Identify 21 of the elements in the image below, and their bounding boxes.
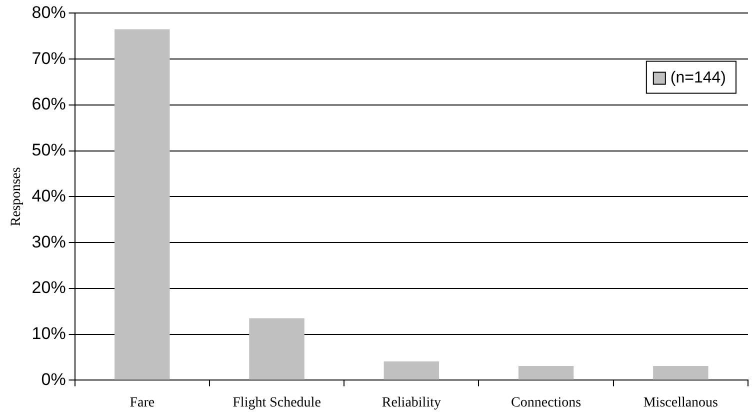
y-tick-label: 10%: [32, 324, 66, 344]
bar: [518, 366, 574, 380]
y-tick-label: 0%: [41, 370, 66, 389]
y-tick-label: 70%: [32, 48, 66, 68]
bar: [384, 361, 440, 380]
y-axis-title: Responses: [9, 167, 24, 226]
x-tick-label: Miscellanous: [643, 395, 718, 410]
x-tick-label: Reliability: [382, 395, 441, 410]
y-tick-label: 80%: [32, 2, 66, 22]
bar: [249, 318, 304, 380]
x-tick-label: Flight Schedule: [232, 395, 321, 410]
x-tick-label: Fare: [130, 395, 155, 410]
legend-label: (n=144): [670, 70, 726, 87]
y-tick-label: 50%: [32, 140, 66, 160]
x-tick-label: Connections: [511, 395, 582, 410]
y-tick-label: 60%: [32, 94, 66, 114]
y-tick-label: 20%: [32, 278, 66, 298]
y-tick-label: 30%: [32, 232, 66, 252]
bar: [653, 366, 708, 380]
bar: [114, 29, 170, 380]
y-tick-label: 40%: [32, 186, 66, 206]
